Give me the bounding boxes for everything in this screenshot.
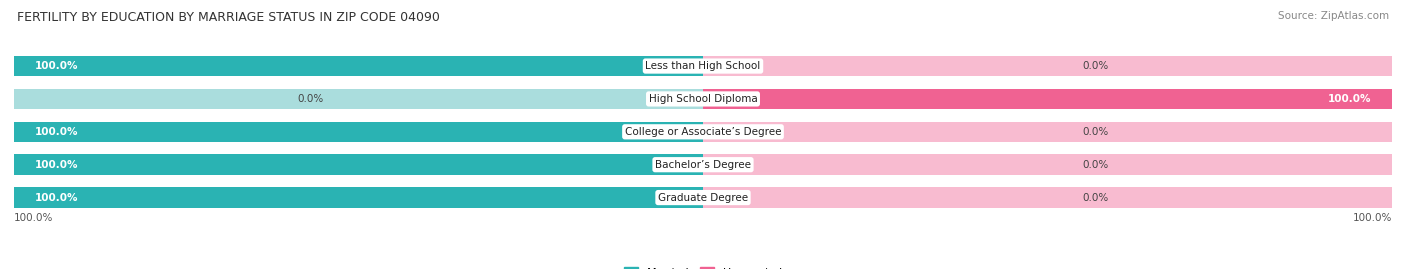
Text: 100.0%: 100.0% xyxy=(14,213,53,223)
Text: 0.0%: 0.0% xyxy=(1083,193,1108,203)
Text: FERTILITY BY EDUCATION BY MARRIAGE STATUS IN ZIP CODE 04090: FERTILITY BY EDUCATION BY MARRIAGE STATU… xyxy=(17,11,440,24)
Text: 0.0%: 0.0% xyxy=(1083,160,1108,170)
Bar xyxy=(703,154,1392,175)
Text: High School Diploma: High School Diploma xyxy=(648,94,758,104)
Text: Bachelor’s Degree: Bachelor’s Degree xyxy=(655,160,751,170)
Bar xyxy=(14,56,703,76)
Text: 100.0%: 100.0% xyxy=(35,193,79,203)
Text: 100.0%: 100.0% xyxy=(35,160,79,170)
Text: 0.0%: 0.0% xyxy=(298,94,323,104)
Bar xyxy=(703,122,1392,142)
Bar xyxy=(14,122,703,142)
Bar xyxy=(14,187,703,208)
Bar xyxy=(14,89,703,109)
Bar xyxy=(14,154,703,175)
Bar xyxy=(703,89,1392,109)
Text: College or Associate’s Degree: College or Associate’s Degree xyxy=(624,127,782,137)
Text: 0.0%: 0.0% xyxy=(1083,127,1108,137)
Text: Graduate Degree: Graduate Degree xyxy=(658,193,748,203)
Text: 0.0%: 0.0% xyxy=(1083,61,1108,71)
Bar xyxy=(703,56,1392,76)
Bar xyxy=(14,122,703,142)
Text: 100.0%: 100.0% xyxy=(35,127,79,137)
Text: 100.0%: 100.0% xyxy=(1353,213,1392,223)
Text: 100.0%: 100.0% xyxy=(35,61,79,71)
Text: Source: ZipAtlas.com: Source: ZipAtlas.com xyxy=(1278,11,1389,21)
Text: 100.0%: 100.0% xyxy=(1327,94,1371,104)
Bar xyxy=(703,89,1392,109)
Bar xyxy=(14,56,703,76)
Text: Less than High School: Less than High School xyxy=(645,61,761,71)
Bar xyxy=(14,187,703,208)
Bar xyxy=(14,154,703,175)
Bar xyxy=(703,187,1392,208)
Legend: Married, Unmarried: Married, Unmarried xyxy=(620,263,786,269)
